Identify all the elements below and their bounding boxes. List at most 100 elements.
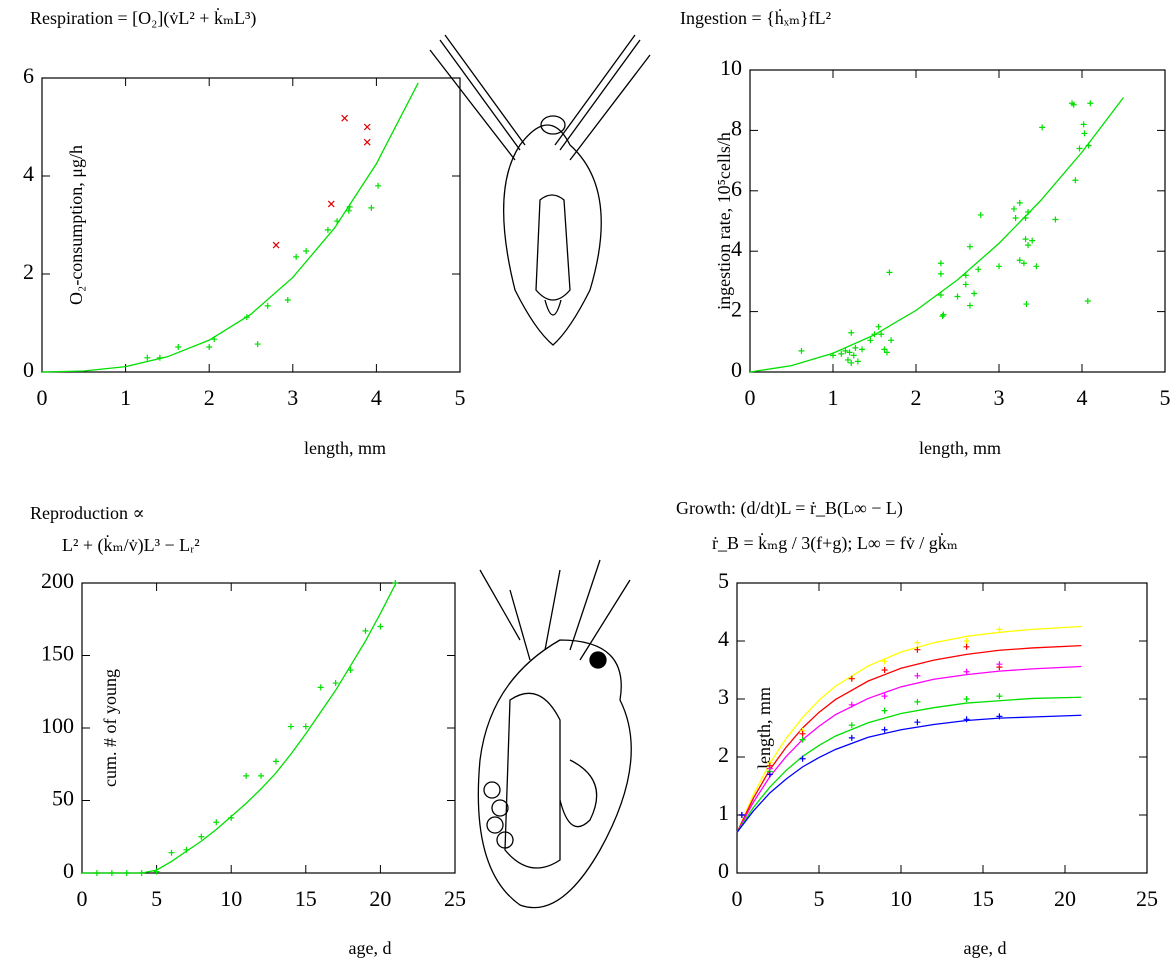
- data-point: [881, 658, 888, 665]
- data-point: [996, 713, 1003, 720]
- x-tick-label: 5: [1160, 385, 1171, 410]
- x-tick-label: 4: [371, 385, 382, 410]
- data-point: [341, 114, 349, 122]
- data-point: [377, 623, 384, 630]
- data-point: [848, 329, 855, 336]
- x-tick-label: 1: [828, 385, 839, 410]
- x-tick-label: 20: [369, 886, 391, 911]
- data-point: [1016, 199, 1023, 206]
- data-point: [871, 331, 878, 338]
- data-point: [875, 323, 882, 330]
- fit-curve: [736, 696, 1082, 833]
- data-point: [324, 226, 331, 233]
- data-point: [852, 344, 859, 351]
- data-point: [183, 846, 190, 853]
- x-tick-label: 2: [204, 385, 215, 410]
- y-tick-label: 2: [23, 259, 34, 284]
- data-point: [848, 722, 855, 729]
- x-axis-label: length, mm: [919, 438, 1001, 458]
- data-point: [153, 868, 160, 875]
- x-tick-label: 0: [77, 886, 88, 911]
- plot-frame: [41, 77, 461, 373]
- chart-title: Growth: (d/dt)L = ṙ_B(L∞ − L): [676, 498, 903, 519]
- data-point: [1070, 101, 1077, 108]
- data-point: [963, 638, 970, 644]
- data-point: [962, 272, 969, 279]
- plot-frame: [749, 69, 1166, 373]
- data-point: [272, 758, 279, 765]
- data-point: [954, 293, 961, 300]
- data-point: [963, 668, 970, 675]
- chart-title: Respiration = [O₂](v̇L² + k̇ₘL³): [30, 6, 256, 29]
- data-point: [363, 138, 371, 146]
- fit-curve: [736, 714, 1082, 833]
- data-point: [888, 337, 895, 344]
- y-tick-label: 10: [720, 55, 742, 80]
- data-point: [914, 698, 921, 705]
- data-point: [392, 580, 399, 586]
- daphnia-bottom-drawing: [477, 559, 632, 909]
- y-tick-label: 1: [718, 800, 729, 825]
- data-point: [168, 849, 175, 856]
- fit-curve: [82, 584, 396, 874]
- data-point: [766, 771, 773, 778]
- x-tick-label: 2: [911, 385, 922, 410]
- data-point: [937, 270, 944, 277]
- data-point: [996, 661, 1003, 668]
- x-tick-label: 0: [732, 886, 743, 911]
- data-point: [914, 646, 921, 653]
- data-point: [844, 356, 851, 363]
- data-point: [798, 347, 805, 354]
- x-tick-label: 20: [1054, 886, 1076, 911]
- data-point: [198, 833, 205, 840]
- data-point: [368, 204, 375, 211]
- data-point: [332, 680, 339, 687]
- data-point: [1084, 298, 1091, 305]
- data-point: [966, 243, 973, 250]
- chart: Ingestion = {ḣₓₘ}fL² 0 1 2 3 4 5 0 2 4 6 8 10 length,…: [680, 8, 1171, 458]
- plot-frame: [81, 582, 456, 874]
- y-tick-label: 0: [23, 357, 34, 382]
- data-point: [799, 755, 806, 762]
- data-point: [963, 696, 970, 702]
- x-tick-label: 0: [37, 385, 48, 410]
- data-point: [254, 341, 261, 348]
- data-point: [799, 736, 806, 743]
- x-axis-label: length, mm: [304, 438, 386, 458]
- data-point: [963, 716, 970, 723]
- y-tick-label: 150: [41, 641, 74, 666]
- y-tick-label: 0: [718, 858, 729, 883]
- data-point: [971, 290, 978, 297]
- y-tick-label: 6: [731, 176, 742, 201]
- chart: Respiration = [O₂](v̇L² + k̇ₘL³) 0 1 2 3 4 5 0 2…: [23, 6, 466, 458]
- y-tick-label: 2: [718, 742, 729, 767]
- data-point: [738, 812, 745, 818]
- x-tick-label: 3: [287, 385, 298, 410]
- y-axis-label: length, mm: [754, 687, 774, 769]
- x-tick-label: 15: [972, 886, 994, 911]
- data-point: [850, 352, 857, 359]
- data-point: [243, 314, 250, 321]
- data-point: [881, 346, 888, 353]
- plot-frame: [736, 582, 1148, 874]
- x-tick-label: 5: [455, 385, 466, 410]
- data-point: [156, 354, 163, 361]
- data-point: [346, 203, 353, 210]
- fit-curve: [736, 665, 1082, 833]
- x-tick-label: 1: [120, 385, 131, 410]
- x-tick-label: 25: [444, 886, 466, 911]
- data-point: [327, 200, 335, 208]
- data-point: [854, 358, 861, 365]
- data-point: [940, 311, 947, 318]
- data-point: [1029, 237, 1036, 244]
- data-point: [1087, 100, 1094, 107]
- data-point: [996, 626, 1003, 633]
- y-tick-label: 4: [731, 236, 742, 261]
- data-point: [830, 352, 836, 359]
- y-tick-label: 5: [718, 568, 729, 593]
- data-point: [375, 182, 382, 189]
- y-tick-label: 100: [41, 713, 74, 738]
- data-point: [123, 870, 130, 876]
- data-point: [1033, 263, 1040, 270]
